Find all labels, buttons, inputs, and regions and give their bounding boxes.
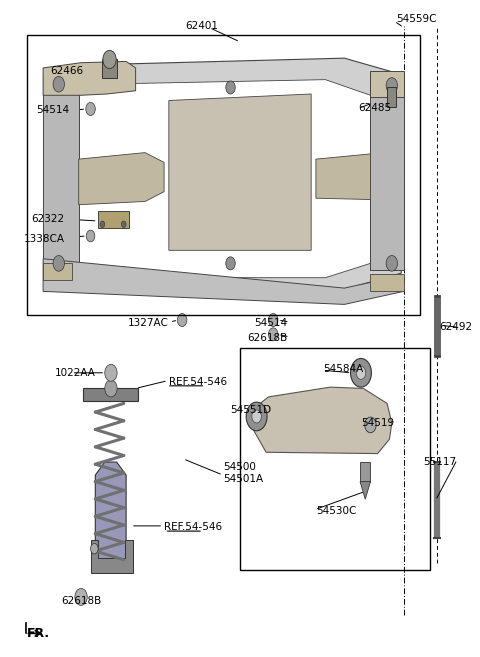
Circle shape bbox=[365, 417, 376, 433]
Polygon shape bbox=[360, 482, 371, 499]
Circle shape bbox=[246, 402, 267, 431]
Polygon shape bbox=[43, 61, 136, 95]
Text: 54530C: 54530C bbox=[316, 506, 356, 516]
Circle shape bbox=[91, 543, 98, 554]
Bar bbox=[360, 462, 371, 482]
Text: 62618B: 62618B bbox=[61, 596, 101, 606]
Text: REF.54-546: REF.54-546 bbox=[164, 522, 222, 532]
Circle shape bbox=[53, 76, 64, 92]
Polygon shape bbox=[371, 71, 404, 97]
Circle shape bbox=[386, 78, 397, 93]
Circle shape bbox=[53, 256, 64, 271]
Circle shape bbox=[86, 230, 95, 242]
Circle shape bbox=[356, 367, 366, 379]
Text: 62492: 62492 bbox=[439, 322, 472, 332]
Circle shape bbox=[86, 102, 96, 116]
Polygon shape bbox=[46, 58, 401, 290]
Polygon shape bbox=[91, 540, 133, 573]
Polygon shape bbox=[43, 74, 79, 270]
Polygon shape bbox=[76, 79, 371, 278]
Polygon shape bbox=[84, 388, 138, 401]
Circle shape bbox=[103, 51, 116, 68]
Text: 54514: 54514 bbox=[36, 105, 69, 115]
Text: 54559C: 54559C bbox=[396, 14, 437, 24]
Circle shape bbox=[105, 365, 117, 381]
Circle shape bbox=[105, 380, 117, 397]
Text: 1338CA: 1338CA bbox=[24, 234, 64, 244]
Polygon shape bbox=[43, 259, 404, 304]
Bar bbox=[387, 87, 396, 107]
Polygon shape bbox=[43, 263, 72, 280]
Polygon shape bbox=[250, 387, 392, 453]
Bar bbox=[240, 348, 430, 570]
Circle shape bbox=[226, 257, 235, 270]
Text: FR.: FR. bbox=[26, 627, 49, 640]
Text: 1022AA: 1022AA bbox=[55, 368, 96, 378]
Text: 54584A: 54584A bbox=[323, 364, 363, 374]
Circle shape bbox=[252, 410, 261, 423]
Text: REF.54-546: REF.54-546 bbox=[169, 377, 227, 387]
Bar bbox=[97, 212, 129, 227]
Text: 62322: 62322 bbox=[31, 214, 64, 224]
Text: 62618B: 62618B bbox=[247, 333, 288, 343]
Text: 62485: 62485 bbox=[359, 103, 392, 113]
Polygon shape bbox=[371, 81, 404, 270]
Polygon shape bbox=[316, 154, 371, 200]
Bar bbox=[26, 35, 420, 315]
Text: 1327AC: 1327AC bbox=[128, 318, 169, 328]
Circle shape bbox=[178, 313, 187, 327]
Text: 54551D: 54551D bbox=[230, 405, 271, 415]
Circle shape bbox=[121, 221, 126, 227]
Polygon shape bbox=[96, 462, 126, 570]
Polygon shape bbox=[79, 152, 164, 205]
Circle shape bbox=[226, 81, 235, 94]
Circle shape bbox=[268, 328, 278, 341]
Text: 54500
54501A: 54500 54501A bbox=[223, 463, 264, 484]
Circle shape bbox=[100, 221, 105, 227]
Text: 55117: 55117 bbox=[423, 457, 456, 467]
Text: 62401: 62401 bbox=[186, 20, 218, 31]
Text: 62466: 62466 bbox=[50, 66, 84, 76]
Polygon shape bbox=[371, 275, 404, 290]
Bar bbox=[102, 59, 117, 78]
Polygon shape bbox=[169, 94, 311, 250]
Circle shape bbox=[350, 359, 372, 387]
Text: 54514: 54514 bbox=[254, 318, 288, 328]
Text: 54519: 54519 bbox=[361, 418, 394, 428]
Circle shape bbox=[268, 313, 278, 327]
Circle shape bbox=[75, 589, 87, 605]
Circle shape bbox=[386, 256, 397, 271]
